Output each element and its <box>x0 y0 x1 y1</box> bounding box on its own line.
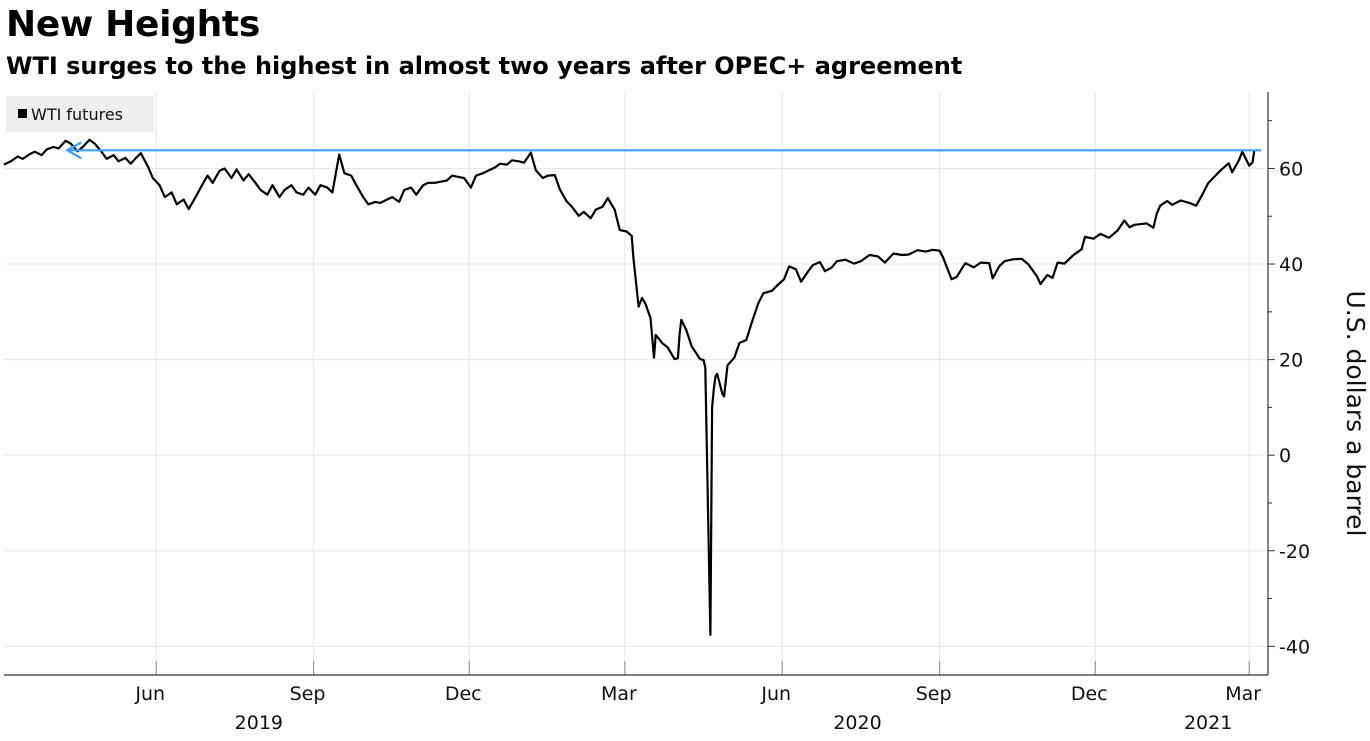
x-tick-label: Jun <box>134 683 165 705</box>
y-tick-label: 60 <box>1279 158 1303 180</box>
x-tick-label: Jun <box>760 683 791 705</box>
x-year-label: 2021 <box>1184 712 1232 734</box>
series-line-wti-futures <box>3 138 1256 636</box>
grid-layer <box>4 92 1268 675</box>
x-tick-label: Sep <box>290 683 326 705</box>
legend-label: WTI futures <box>31 105 123 124</box>
x-tick-label: Sep <box>916 683 952 705</box>
y-tick-label: 0 <box>1279 445 1291 467</box>
y-tick-label: 20 <box>1279 350 1303 372</box>
reference-arrow-head <box>65 141 82 160</box>
x-year-label: 2019 <box>235 712 283 734</box>
legend-swatch <box>18 109 27 118</box>
chart-title: New Heights <box>6 4 260 45</box>
legend-box <box>6 96 154 132</box>
series-layer <box>3 138 1262 636</box>
y-tick-label: -20 <box>1279 541 1310 563</box>
y-tick-label: -40 <box>1279 636 1310 658</box>
axis-layer: 60 40 20 0 -20 -40 Jun Sep Dec Mar Jun Sep Dec Mar 201… <box>4 92 1310 734</box>
x-year-label: 2020 <box>833 712 881 734</box>
chart-subtitle: WTI surges to the highest in almost two … <box>6 52 963 80</box>
x-tick-label: Dec <box>1071 683 1108 705</box>
y-tick-label: 40 <box>1279 254 1303 276</box>
x-tick-label: Mar <box>601 683 637 705</box>
x-tick-label: Dec <box>445 683 482 705</box>
y-axis-label: U.S. dollars a barrel <box>1341 291 1370 537</box>
x-tick-label: Mar <box>1225 683 1261 705</box>
legend: WTI futures <box>6 96 154 132</box>
